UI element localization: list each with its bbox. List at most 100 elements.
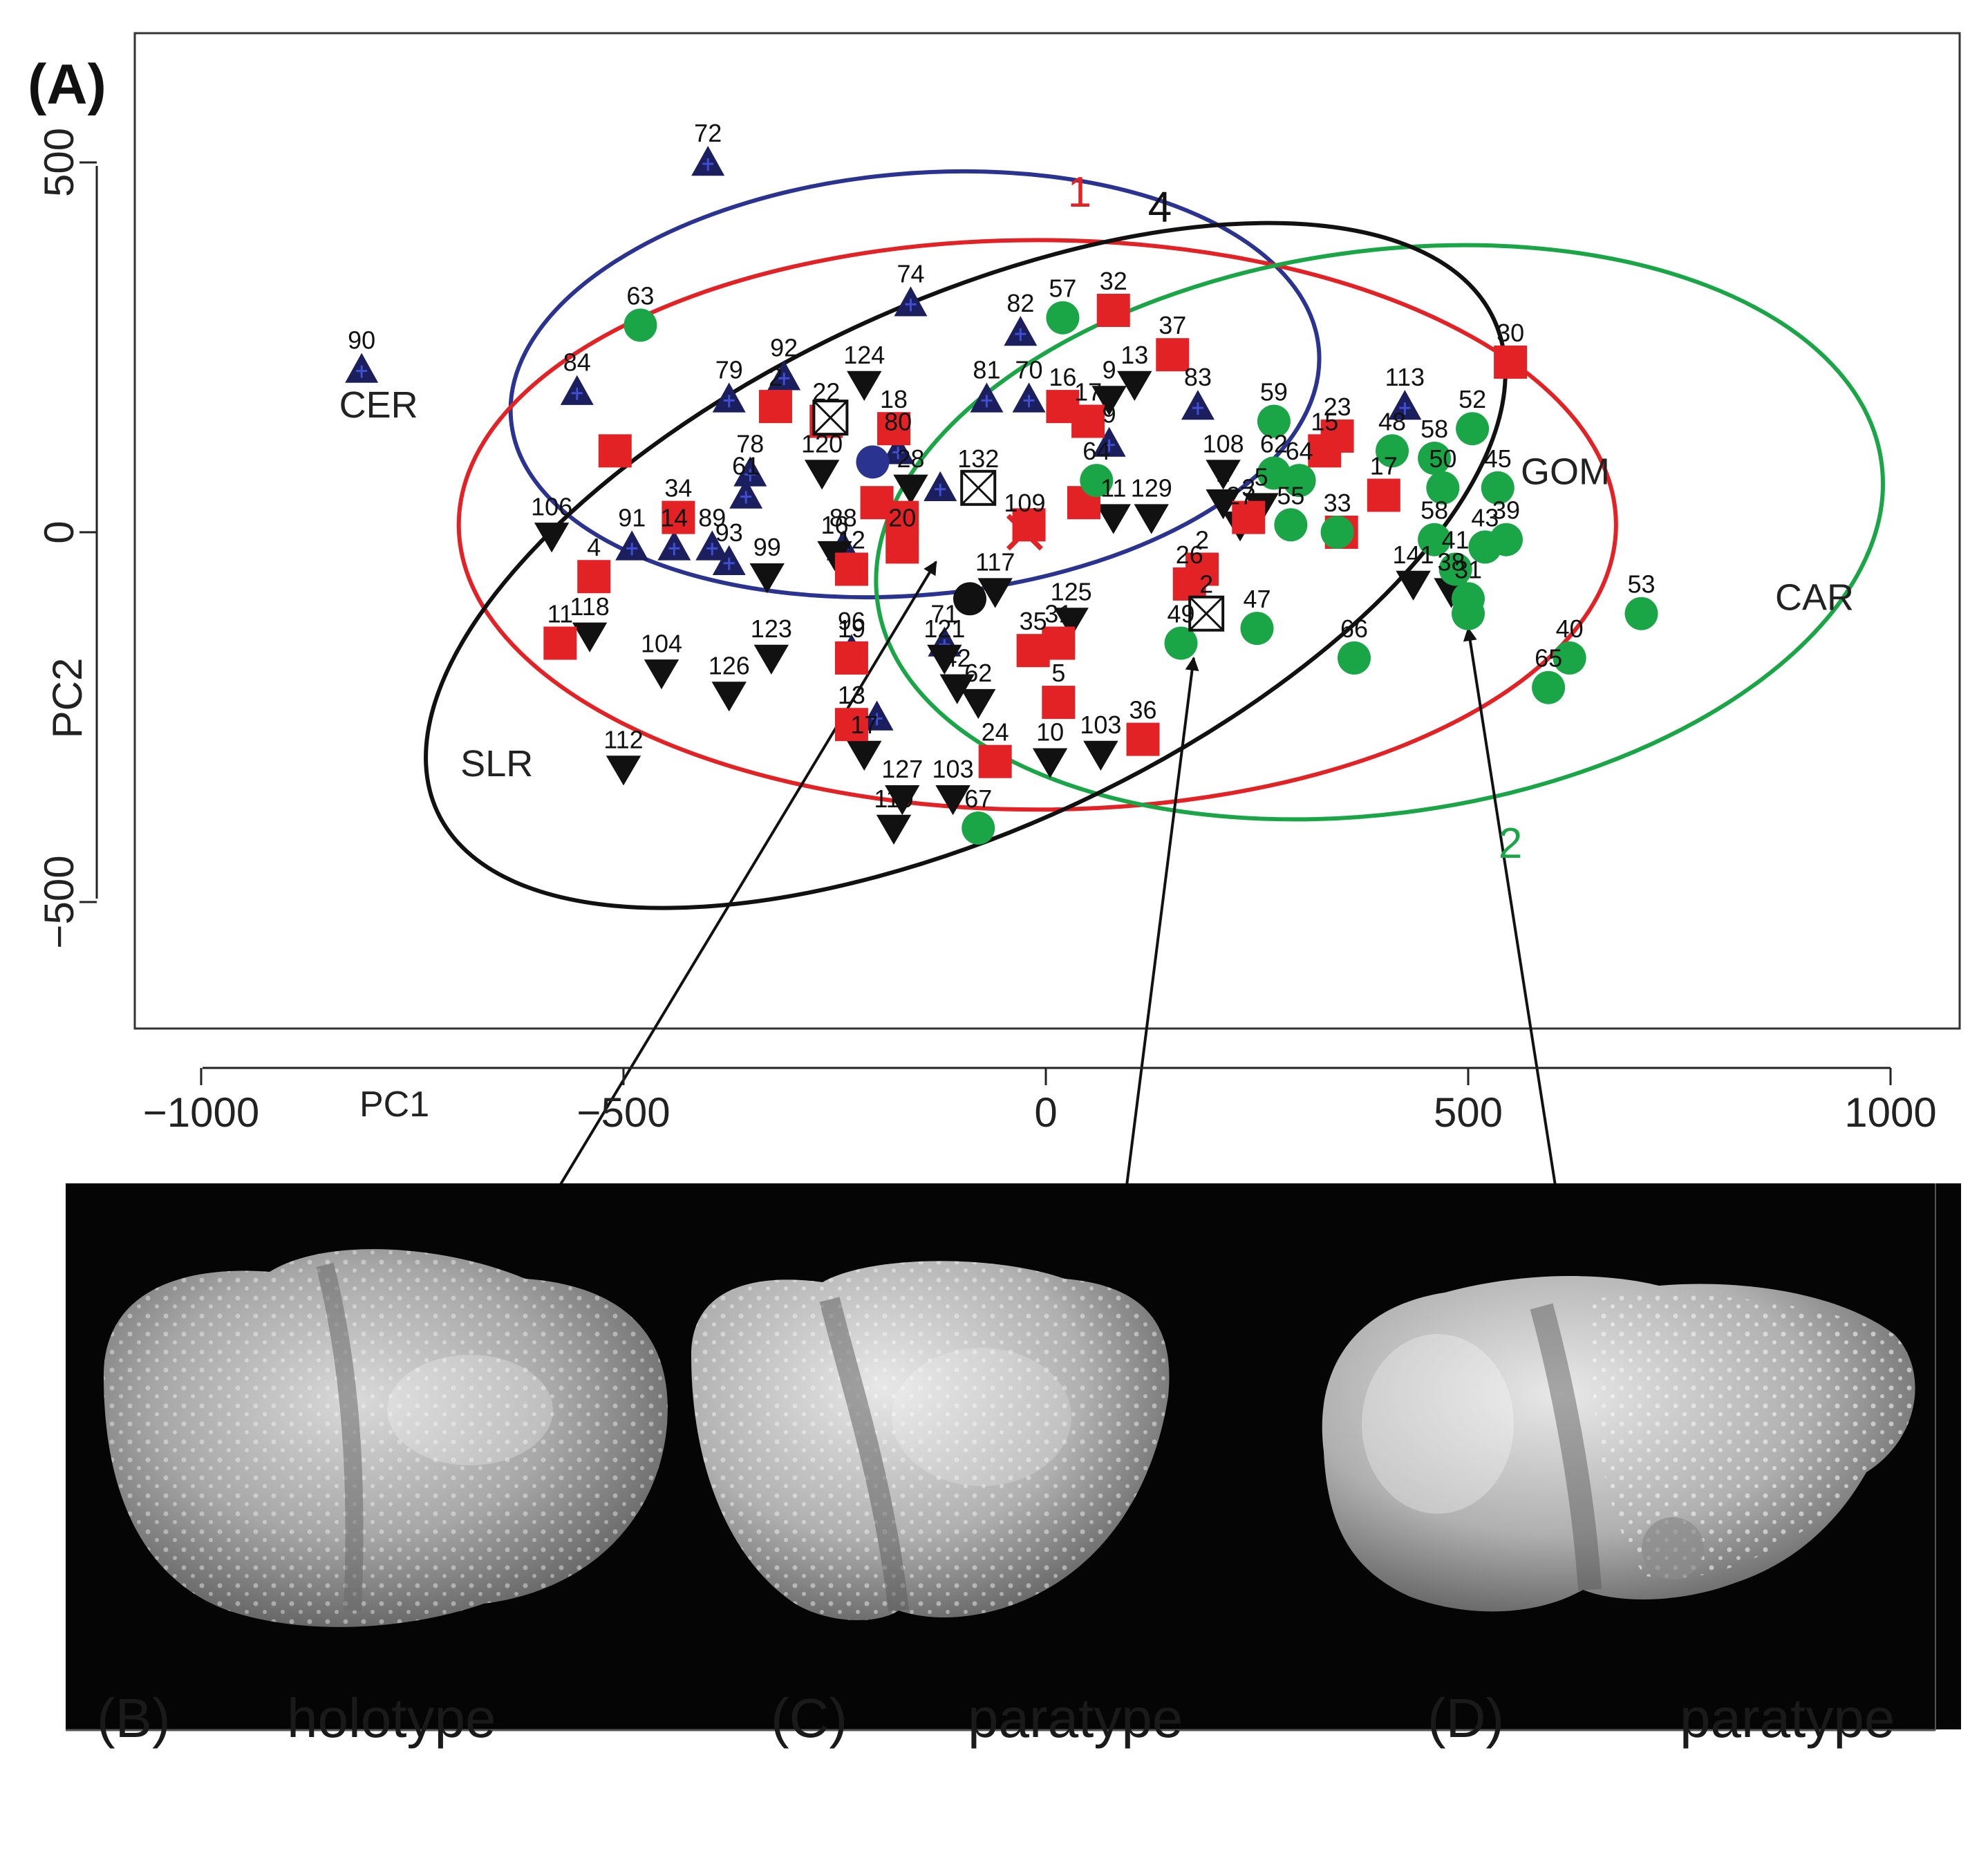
point-circle — [1418, 523, 1452, 556]
point-label: 2 — [1199, 570, 1213, 599]
point-label: 11 — [547, 600, 573, 628]
point-triangle-down — [885, 785, 920, 816]
point-triangle-down — [1117, 370, 1152, 401]
point-label: 99 — [753, 533, 781, 561]
point-label: 31 — [1044, 600, 1072, 628]
point-label: 4 — [587, 533, 601, 561]
point-x — [1006, 514, 1043, 551]
point-square — [877, 412, 911, 446]
caption-d-label: (D) — [1427, 1687, 1505, 1749]
point-label: 28 — [897, 444, 924, 473]
ellipse-slr — [424, 220, 1508, 910]
point-triangle-down — [572, 622, 608, 653]
point-label: 104 — [641, 629, 682, 657]
point-label: 43 — [1471, 503, 1499, 532]
point-label: 11 — [1100, 474, 1126, 503]
point-label: 108 — [1203, 429, 1244, 458]
group-label-slr: SLR — [460, 743, 533, 785]
point-cross-overlay — [935, 483, 946, 496]
ellipse-1 — [456, 238, 1618, 812]
point-label: 17 — [1074, 378, 1102, 406]
point-square — [1071, 404, 1105, 438]
point-circle — [1046, 301, 1080, 335]
point-label: 58 — [1420, 415, 1448, 443]
point-cross-overlay — [905, 299, 917, 312]
point-square — [1232, 500, 1266, 534]
point-label: 39 — [1492, 496, 1520, 525]
point-label: 59 — [1260, 378, 1288, 406]
point-triangle-down — [1053, 608, 1089, 638]
point-square — [1096, 294, 1130, 327]
point-label: 113 — [1385, 363, 1425, 391]
caption-b-label: (B) — [97, 1687, 171, 1749]
point-label: 31 — [1454, 555, 1482, 583]
point-cross-overlay — [740, 491, 752, 504]
point-circle — [1489, 523, 1523, 556]
point-label: 81 — [973, 355, 1000, 384]
point-label: 65 — [1535, 644, 1562, 673]
point-label: 82 — [1006, 289, 1034, 317]
point-label: 78 — [736, 429, 764, 458]
point-label: 126 — [709, 651, 750, 679]
point-square — [1126, 722, 1160, 756]
point-cross-overlay — [744, 469, 756, 482]
specimen-c-image — [691, 1261, 1170, 1620]
x-tick-label: −1000 — [143, 1089, 260, 1136]
point-circle — [1418, 442, 1452, 475]
point-circle — [1257, 456, 1291, 490]
specimen-photo-panel — [66, 1183, 1961, 1731]
point-label: 88 — [829, 503, 857, 532]
point-square — [662, 500, 695, 534]
point-square — [543, 626, 577, 660]
point-label: 15 — [1311, 407, 1338, 435]
y-tick-label: 0 — [36, 520, 82, 543]
point-label: 90 — [348, 326, 375, 355]
point-square — [577, 560, 611, 594]
x-axis-label: PC1 — [359, 1085, 429, 1125]
point-triangle-down — [935, 785, 970, 816]
plot-frame — [133, 32, 1961, 1030]
point-label: 64 — [1082, 437, 1110, 465]
point-label: 141 — [1393, 541, 1434, 569]
point-square — [1367, 478, 1400, 512]
point-label: 35 — [1020, 607, 1047, 635]
point-square — [834, 552, 868, 586]
point-circle — [1456, 412, 1490, 446]
point-square — [1042, 686, 1076, 720]
x-tick-label: 500 — [1434, 1089, 1503, 1136]
point-label: 20 — [888, 503, 916, 532]
point-label: 118 — [570, 592, 609, 621]
point-label: 72 — [694, 119, 722, 147]
point-label: 103 — [932, 755, 974, 783]
point-label: 127 — [881, 755, 923, 783]
point-label: 48 — [1378, 407, 1406, 435]
point-label: 119 — [874, 785, 913, 813]
point-label: 36 — [1129, 696, 1157, 724]
arrow-to-panel-d — [1463, 627, 1557, 1186]
group-label-car: CAR — [1775, 576, 1854, 618]
point-label: 66 — [1340, 614, 1368, 643]
y-axis: −500 0 500 PC2 — [36, 128, 98, 949]
point-triangle-down — [1096, 504, 1131, 534]
point-triangle-down — [644, 659, 679, 690]
point-label: 112 — [603, 725, 643, 753]
point-cross-overlay — [723, 395, 735, 408]
point-label: 2 — [1195, 526, 1209, 554]
point-triangle-down — [804, 460, 840, 490]
point-label: 24 — [982, 718, 1009, 747]
point-label: 71 — [930, 600, 958, 628]
point-label: 132 — [957, 444, 999, 473]
point-label: 124 — [843, 341, 885, 369]
point-circle — [856, 445, 890, 479]
point-label: 38 — [1438, 548, 1465, 576]
point-triangle-down — [1032, 748, 1068, 778]
point-label: 62 — [1260, 429, 1288, 458]
point-label: 5 — [1051, 659, 1065, 687]
point-label: 129 — [1131, 474, 1172, 503]
ellipse-number-2: 2 — [1499, 820, 1522, 867]
point-label: 53 — [1627, 570, 1655, 599]
point-label: 103 — [1080, 711, 1121, 739]
point-label: 16 — [820, 511, 848, 539]
point-label: 125 — [1051, 577, 1092, 606]
